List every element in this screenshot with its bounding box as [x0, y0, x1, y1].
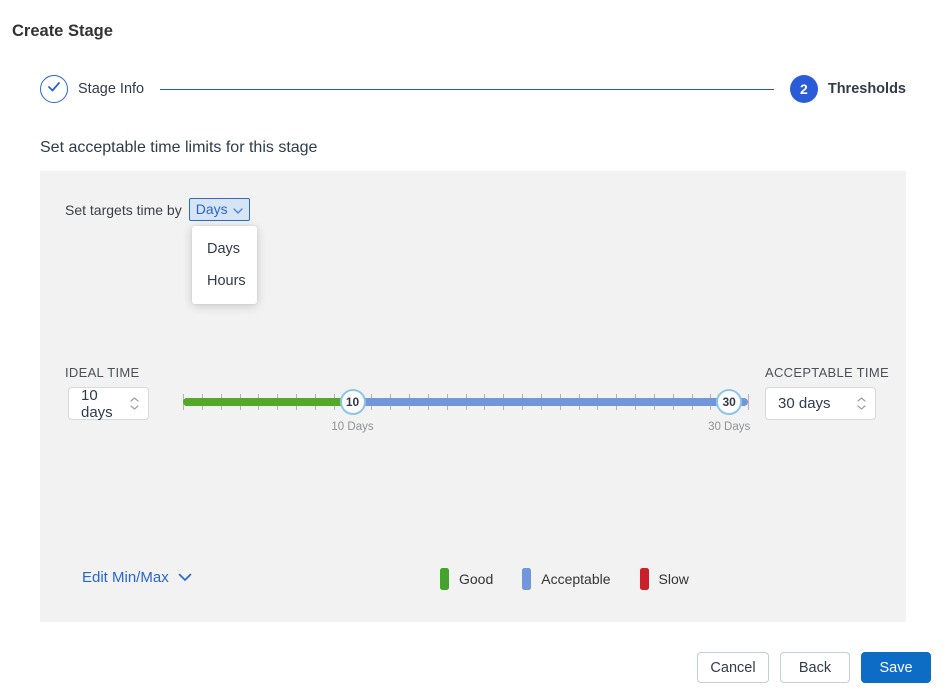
- thresholds-panel: Set targets time by Days Days Hours IDEA…: [40, 171, 906, 622]
- acceptable-time-label: ACCEPTABLE TIME: [765, 365, 889, 380]
- unit-dropdown-menu: Days Hours: [192, 226, 257, 304]
- stepper-connector-line: [160, 88, 774, 90]
- acceptable-swatch: [522, 568, 532, 590]
- stepper: Stage Info 2 Thresholds: [40, 75, 906, 103]
- step-1-circle[interactable]: [40, 75, 68, 103]
- good-swatch: [440, 568, 449, 590]
- chevron-down-icon: [130, 405, 139, 410]
- slider-label-ideal: 10 Days: [331, 421, 374, 433]
- slider-label-acceptable: 30 Days: [708, 421, 751, 433]
- chevron-down-icon: [232, 201, 243, 217]
- step-2-label: Thresholds: [827, 81, 906, 97]
- acceptable-time-stepper[interactable]: [857, 397, 875, 410]
- legend-item-slow: Slow: [639, 568, 689, 590]
- check-icon: [47, 80, 61, 98]
- slider-handle-acceptable[interactable]: 30: [716, 389, 743, 415]
- back-button[interactable]: Back: [780, 652, 850, 683]
- step-2-circle[interactable]: 2: [789, 75, 818, 103]
- legend: Good Acceptable Slow: [440, 568, 689, 590]
- ideal-time-label: IDEAL TIME: [65, 365, 140, 380]
- section-heading: Set acceptable time limits for this stag…: [40, 139, 318, 156]
- step-2-number: 2: [799, 81, 808, 97]
- slider-handle-ideal[interactable]: 10: [339, 389, 366, 415]
- unit-dropdown-trigger[interactable]: Days: [188, 198, 250, 221]
- target-time-label: Set targets time by: [65, 201, 182, 218]
- dropdown-option-hours[interactable]: Hours: [207, 273, 246, 289]
- slider-track-good[interactable]: [183, 398, 353, 406]
- chevron-up-icon: [130, 397, 139, 402]
- acceptable-time-input[interactable]: 30 days: [765, 387, 876, 420]
- legend-item-acceptable: Acceptable: [522, 568, 611, 590]
- chevron-down-icon: [178, 569, 192, 586]
- acceptable-label: Acceptable: [541, 571, 611, 587]
- step-1-label[interactable]: Stage Info: [78, 81, 145, 97]
- good-label: Good: [459, 571, 494, 587]
- legend-item-good: Good: [440, 568, 493, 590]
- time-range-slider: 10 30 10 Days 30 Days: [183, 361, 751, 441]
- edit-minmax-link[interactable]: Edit Min/Max: [82, 569, 192, 586]
- chevron-down-icon: [857, 405, 866, 410]
- slow-label: Slow: [658, 571, 689, 587]
- acceptable-time-value: 30 days: [778, 395, 831, 412]
- slider-track-acceptable[interactable]: [183, 398, 748, 406]
- target-time-row: Set targets time by Days: [65, 198, 250, 221]
- dropdown-option-days[interactable]: Days: [207, 241, 241, 257]
- unit-dropdown-value: Days: [195, 201, 228, 217]
- page-title: Create Stage: [12, 22, 113, 40]
- footer-actions: Cancel Back Save: [697, 652, 931, 683]
- ideal-time-value: 10 days: [81, 386, 113, 421]
- slow-swatch: [639, 568, 649, 590]
- save-button[interactable]: Save: [861, 652, 931, 683]
- ideal-time-stepper[interactable]: [130, 397, 148, 410]
- edit-minmax-label: Edit Min/Max: [82, 569, 169, 586]
- cancel-button[interactable]: Cancel: [697, 652, 769, 683]
- ideal-time-input[interactable]: 10 days: [68, 386, 149, 421]
- chevron-up-icon: [857, 397, 866, 402]
